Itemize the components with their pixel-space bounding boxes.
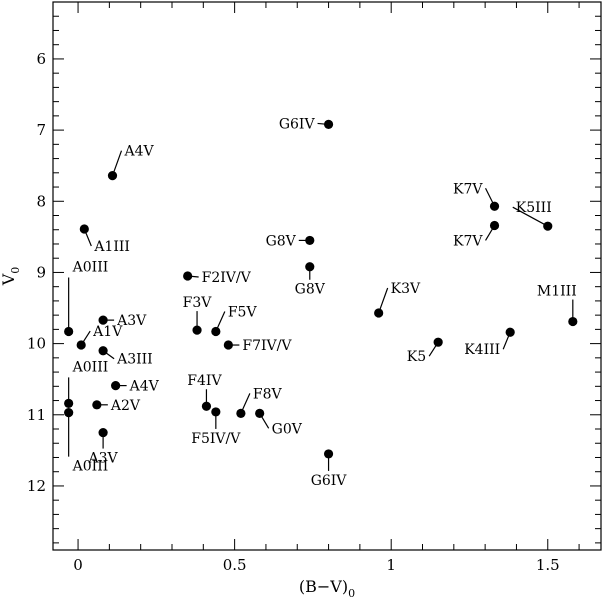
data-point	[543, 221, 553, 231]
data-point	[64, 398, 74, 408]
point-label: F8V	[253, 386, 283, 402]
point-label: A1V	[92, 324, 123, 340]
point-label: K4III	[464, 342, 500, 358]
y-axis-title-subscript: 0	[9, 267, 22, 274]
points-layer	[64, 119, 578, 459]
y-tick-label: 6	[36, 50, 46, 68]
data-point	[433, 337, 443, 347]
y-tick-label: 7	[36, 121, 46, 139]
point-label: K3V	[391, 281, 421, 297]
data-point	[374, 308, 384, 318]
point-label: A3V	[88, 451, 119, 467]
data-point	[489, 220, 500, 231]
data-point	[201, 401, 212, 411]
data-point	[76, 340, 86, 350]
y-tick-label: 11	[27, 406, 46, 424]
x-tick-label: 1	[386, 556, 396, 574]
x-axis-title-subscript: 0	[348, 587, 355, 600]
data-point	[255, 408, 265, 418]
point-label: A2V	[110, 398, 141, 414]
point-label: F7IV/V	[242, 338, 292, 354]
x-tick-label: 0.5	[223, 556, 247, 574]
x-tick-label: 1.5	[536, 556, 560, 574]
point-label: F5V	[228, 305, 258, 321]
data-point	[98, 315, 108, 325]
data-point	[568, 316, 578, 327]
y-axis-title-main: V	[0, 273, 18, 286]
point-label: A4V	[123, 144, 154, 160]
point-label: G6IV	[279, 116, 316, 132]
point-label: A3V	[116, 313, 147, 329]
data-point	[489, 201, 500, 211]
point-label: G6IV	[311, 473, 348, 489]
point-label: A0III	[72, 359, 109, 375]
data-point	[211, 326, 221, 337]
point-label: K7V	[453, 233, 483, 249]
data-point	[192, 325, 202, 335]
point-label: K5III	[516, 200, 552, 216]
data-point	[305, 262, 315, 272]
point-label: A1III	[93, 239, 130, 255]
point-label: F2IV/V	[202, 270, 252, 286]
y-tick-label: 8	[36, 192, 46, 210]
data-point	[98, 346, 108, 356]
data-point	[211, 407, 221, 417]
data-point	[505, 327, 515, 337]
data-point	[111, 381, 121, 391]
point-label: F4IV	[187, 373, 222, 389]
ticks-layer: 0 0.5 1 1.5 6 7 8 9 10 11 12	[27, 2, 601, 574]
data-point	[305, 235, 315, 246]
data-point	[92, 400, 102, 410]
plot-frame	[52, 1, 602, 551]
y-axis-title: V0	[0, 267, 22, 287]
point-label: A4V	[129, 379, 160, 395]
x-axis-title: (B−V)0	[299, 577, 355, 600]
data-point	[107, 171, 118, 181]
data-point	[79, 224, 89, 234]
x-axis-title-main: (B−V)	[299, 577, 348, 596]
point-label: K7V	[453, 181, 483, 197]
data-point	[223, 340, 233, 350]
point-label: F5IV/V	[191, 431, 241, 447]
point-label: A3III	[116, 352, 153, 368]
leader-line	[512, 206, 549, 227]
data-point	[64, 326, 74, 337]
data-point	[323, 449, 334, 459]
point-label: A0III	[72, 459, 109, 475]
point-label: G0V	[272, 421, 303, 437]
point-label: M1III	[537, 284, 577, 300]
point-label: F3V	[183, 295, 213, 311]
y-tick-label: 9	[36, 263, 46, 281]
point-label: K5	[407, 349, 426, 365]
labels-layer: G6IV A4V K7V K7V K5III A1III G8V G8V F2IV/V K3V M1…	[72, 116, 577, 489]
data-point	[323, 119, 334, 130]
data-point	[98, 427, 108, 438]
point-label: G8V	[266, 233, 297, 249]
point-label: A0III	[72, 260, 109, 276]
point-label: G8V	[295, 282, 326, 298]
x-tick-label: 0	[73, 556, 83, 574]
y-tick-label: 12	[27, 477, 46, 495]
data-point	[236, 408, 246, 418]
y-tick-label: 10	[27, 335, 46, 353]
data-point	[64, 408, 74, 418]
data-point	[183, 271, 193, 281]
